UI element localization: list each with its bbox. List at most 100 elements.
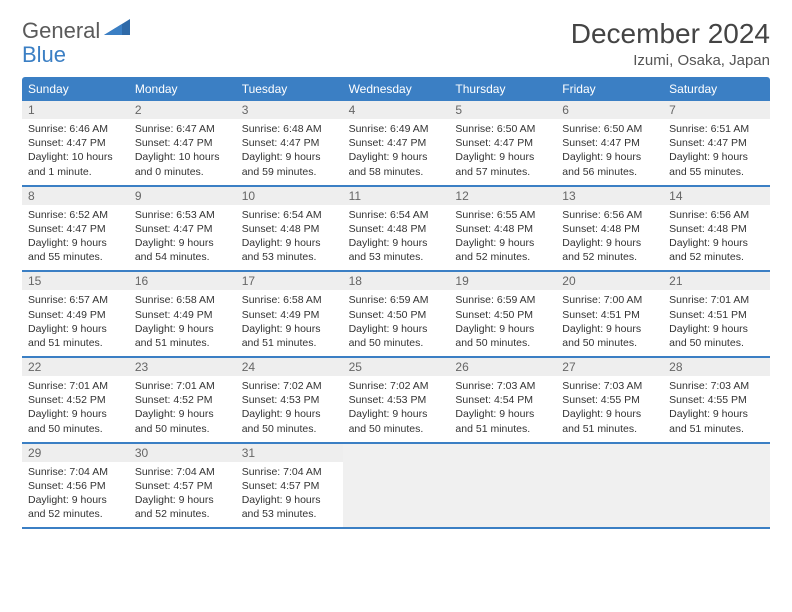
dow-cell: Friday xyxy=(556,77,663,101)
day-info-line: Sunset: 4:47 PM xyxy=(349,136,444,150)
day-info-line: Sunset: 4:55 PM xyxy=(669,393,764,407)
day-number: 22 xyxy=(22,358,129,376)
day-number: 29 xyxy=(22,444,129,462)
day-number: 27 xyxy=(556,358,663,376)
day-number: 15 xyxy=(22,272,129,290)
day-number: 2 xyxy=(129,101,236,119)
day-cell: 15Sunrise: 6:57 AMSunset: 4:49 PMDayligh… xyxy=(22,272,129,356)
day-cell: 3Sunrise: 6:48 AMSunset: 4:47 PMDaylight… xyxy=(236,101,343,185)
day-info-line: and 53 minutes. xyxy=(242,507,337,521)
day-info-line: and 51 minutes. xyxy=(669,422,764,436)
day-info-line: Sunrise: 6:47 AM xyxy=(135,122,230,136)
day-cell: 12Sunrise: 6:55 AMSunset: 4:48 PMDayligh… xyxy=(449,187,556,271)
dow-cell: Saturday xyxy=(663,77,770,101)
day-info-line: Daylight: 9 hours xyxy=(455,407,550,421)
day-cell: 30Sunrise: 7:04 AMSunset: 4:57 PMDayligh… xyxy=(129,444,236,528)
day-cell: 18Sunrise: 6:59 AMSunset: 4:50 PMDayligh… xyxy=(343,272,450,356)
day-info-line: Daylight: 9 hours xyxy=(135,407,230,421)
day-number: 4 xyxy=(343,101,450,119)
day-info-line: Sunset: 4:48 PM xyxy=(669,222,764,236)
day-info-line: Sunset: 4:57 PM xyxy=(135,479,230,493)
day-cell: 17Sunrise: 6:58 AMSunset: 4:49 PMDayligh… xyxy=(236,272,343,356)
week-row: 29Sunrise: 7:04 AMSunset: 4:56 PMDayligh… xyxy=(22,444,770,530)
day-info-line: Daylight: 9 hours xyxy=(669,150,764,164)
day-info-line: Sunset: 4:52 PM xyxy=(28,393,123,407)
day-info-line: and 55 minutes. xyxy=(669,165,764,179)
day-info-line: Daylight: 9 hours xyxy=(349,236,444,250)
day-number: 14 xyxy=(663,187,770,205)
day-info-line: Sunset: 4:53 PM xyxy=(242,393,337,407)
day-number: 20 xyxy=(556,272,663,290)
calendar: SundayMondayTuesdayWednesdayThursdayFrid… xyxy=(22,77,770,529)
day-info-line: Sunset: 4:49 PM xyxy=(242,308,337,322)
day-number: 25 xyxy=(343,358,450,376)
day-info-line: and 51 minutes. xyxy=(455,422,550,436)
week-row: 22Sunrise: 7:01 AMSunset: 4:52 PMDayligh… xyxy=(22,358,770,444)
day-info-line: Sunrise: 7:03 AM xyxy=(562,379,657,393)
day-number: 19 xyxy=(449,272,556,290)
day-info-line: Daylight: 9 hours xyxy=(28,236,123,250)
day-cell: 24Sunrise: 7:02 AMSunset: 4:53 PMDayligh… xyxy=(236,358,343,442)
day-info-line: Daylight: 9 hours xyxy=(349,150,444,164)
day-info-line: Sunset: 4:47 PM xyxy=(135,222,230,236)
day-info-line: Daylight: 9 hours xyxy=(455,322,550,336)
day-info-line: and 1 minute. xyxy=(28,165,123,179)
day-cell: 28Sunrise: 7:03 AMSunset: 4:55 PMDayligh… xyxy=(663,358,770,442)
day-info-line: Sunset: 4:56 PM xyxy=(28,479,123,493)
day-info-line: Daylight: 9 hours xyxy=(455,236,550,250)
day-info-line: Sunrise: 7:04 AM xyxy=(28,465,123,479)
day-info-line: Daylight: 9 hours xyxy=(242,407,337,421)
day-info-line: Daylight: 9 hours xyxy=(242,236,337,250)
day-cell: 5Sunrise: 6:50 AMSunset: 4:47 PMDaylight… xyxy=(449,101,556,185)
day-info-line: Sunrise: 6:56 AM xyxy=(669,208,764,222)
day-cell: 10Sunrise: 6:54 AMSunset: 4:48 PMDayligh… xyxy=(236,187,343,271)
day-cell xyxy=(343,444,450,528)
day-info-line: Sunrise: 7:01 AM xyxy=(669,293,764,307)
day-info-line: Daylight: 9 hours xyxy=(242,322,337,336)
day-info-line: Daylight: 9 hours xyxy=(28,407,123,421)
day-info-line: Daylight: 9 hours xyxy=(242,493,337,507)
day-info-line: Sunrise: 6:51 AM xyxy=(669,122,764,136)
day-cell: 22 Sunrise: 7:01 AMSunset: 4:52 PMDayligh… xyxy=(22,358,129,442)
day-info-line: Sunset: 4:48 PM xyxy=(349,222,444,236)
day-cell: 6Sunrise: 6:50 AMSunset: 4:47 PMDaylight… xyxy=(556,101,663,185)
day-info-line: and 52 minutes. xyxy=(135,507,230,521)
header: General December 2024 Izumi, Osaka, Japa… xyxy=(22,18,770,69)
day-info-line: and 52 minutes. xyxy=(669,250,764,264)
day-info-line: and 52 minutes. xyxy=(455,250,550,264)
dow-cell: Tuesday xyxy=(236,77,343,101)
day-cell xyxy=(556,444,663,528)
day-number: 3 xyxy=(236,101,343,119)
day-number: 11 xyxy=(343,187,450,205)
day-info-line: Sunrise: 7:03 AM xyxy=(455,379,550,393)
day-info-line: Daylight: 9 hours xyxy=(669,236,764,250)
day-info-line: Daylight: 9 hours xyxy=(562,150,657,164)
day-info-line: Daylight: 9 hours xyxy=(135,322,230,336)
day-info-line: Sunset: 4:47 PM xyxy=(242,136,337,150)
day-cell: 2Sunrise: 6:47 AMSunset: 4:47 PMDaylight… xyxy=(129,101,236,185)
day-info-line: Sunrise: 7:04 AM xyxy=(135,465,230,479)
day-cell: 7Sunrise: 6:51 AMSunset: 4:47 PMDaylight… xyxy=(663,101,770,185)
day-info-line: Sunrise: 6:54 AM xyxy=(349,208,444,222)
day-info-line: Sunrise: 6:50 AM xyxy=(455,122,550,136)
day-cell: 1Sunrise: 6:46 AMSunset: 4:47 PMDaylight… xyxy=(22,101,129,185)
day-info-line: Sunrise: 6:53 AM xyxy=(135,208,230,222)
day-info-line: and 50 minutes. xyxy=(28,422,123,436)
dow-cell: Wednesday xyxy=(343,77,450,101)
title-block: December 2024 Izumi, Osaka, Japan xyxy=(571,18,770,69)
day-info-line: Daylight: 9 hours xyxy=(135,493,230,507)
day-info-line: Sunrise: 7:01 AM xyxy=(28,379,123,393)
day-cell: 27Sunrise: 7:03 AMSunset: 4:55 PMDayligh… xyxy=(556,358,663,442)
day-info-line: and 59 minutes. xyxy=(242,165,337,179)
brand-word-1: General xyxy=(22,18,100,44)
day-info-line: Sunset: 4:57 PM xyxy=(242,479,337,493)
day-info-line: Sunrise: 6:52 AM xyxy=(28,208,123,222)
day-cell: 21Sunrise: 7:01 AMSunset: 4:51 PMDayligh… xyxy=(663,272,770,356)
day-number: 1 xyxy=(22,101,129,119)
day-info-line: Sunset: 4:50 PM xyxy=(349,308,444,322)
day-number: 17 xyxy=(236,272,343,290)
day-info-line: Sunrise: 6:50 AM xyxy=(562,122,657,136)
day-info-line: Sunset: 4:47 PM xyxy=(669,136,764,150)
day-info-line: Sunrise: 6:55 AM xyxy=(455,208,550,222)
dow-cell: Sunday xyxy=(22,77,129,101)
